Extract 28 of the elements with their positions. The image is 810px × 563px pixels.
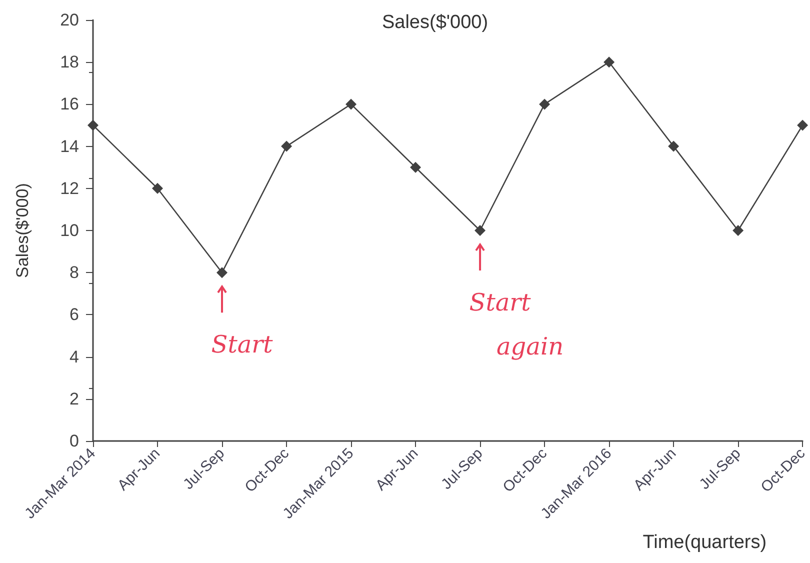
x-axis-title: Time(quarters) (642, 532, 767, 553)
y-tick-label: 8 (70, 263, 79, 282)
point (539, 98, 550, 110)
point (346, 98, 357, 110)
point (152, 182, 164, 194)
point (281, 140, 292, 152)
y-tick-label: 18 (60, 52, 79, 72)
y-tick-label: 2 (70, 389, 79, 408)
point (668, 140, 680, 152)
y-tick-label: 0 (70, 432, 79, 450)
point (732, 225, 744, 236)
y-tick-label: 6 (70, 305, 79, 324)
y-tick-label: 20 (60, 10, 79, 30)
y-tick-label: 10 (60, 221, 79, 240)
point (474, 225, 486, 236)
y-tick-label: 14 (60, 136, 79, 156)
chart-title: Sales($'000) (382, 12, 488, 33)
y-tick-label: 12 (60, 178, 79, 198)
point (604, 56, 615, 68)
point (216, 267, 228, 278)
annotation: Start again (469, 288, 564, 360)
y-tick-label: 16 (60, 94, 79, 114)
annotation: Start (211, 330, 274, 359)
point (88, 120, 98, 131)
y-tick-label: 4 (70, 347, 79, 366)
point (797, 120, 808, 131)
y-axis-title: Sales($'000) (13, 183, 32, 278)
point (410, 162, 422, 173)
